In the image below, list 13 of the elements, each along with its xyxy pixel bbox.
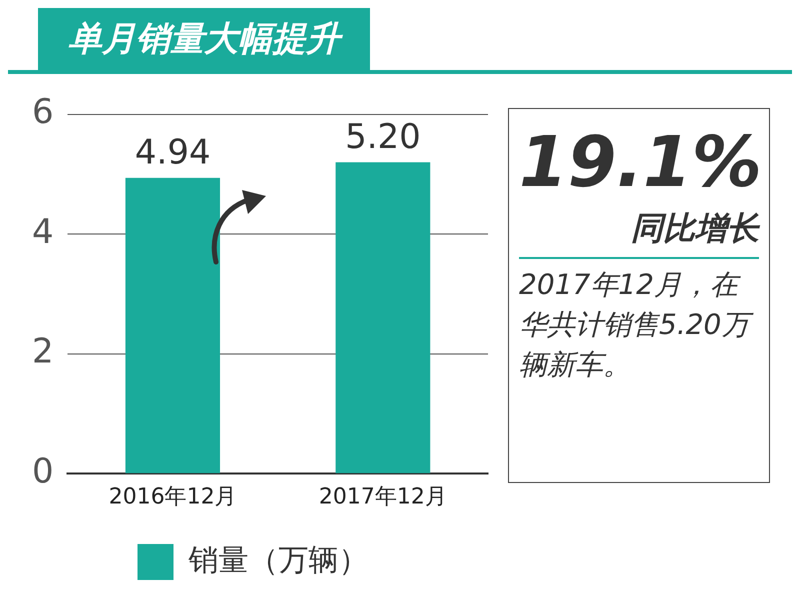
data-label: 5.20 bbox=[345, 117, 421, 158]
x-tick-label: 2016年12月 bbox=[108, 484, 237, 510]
x-tick-label: 2017年12月 bbox=[318, 484, 447, 510]
text: 2017年12月，在华共计销售5.20万辆新车。 bbox=[519, 267, 754, 383]
data-label: 4.94 bbox=[134, 132, 211, 173]
y-tick-label: 6 bbox=[32, 92, 54, 132]
text: 19.1% bbox=[519, 120, 762, 205]
y-tick-label: 4 bbox=[32, 212, 54, 252]
y-tick-label: 2 bbox=[32, 332, 54, 372]
text: 同比增长 bbox=[519, 207, 759, 259]
y-tick-label: 0 bbox=[32, 451, 54, 492]
chart-title: 单月销量大幅提升 bbox=[38, 8, 370, 70]
legend-label: 销量（万辆） bbox=[188, 542, 368, 578]
